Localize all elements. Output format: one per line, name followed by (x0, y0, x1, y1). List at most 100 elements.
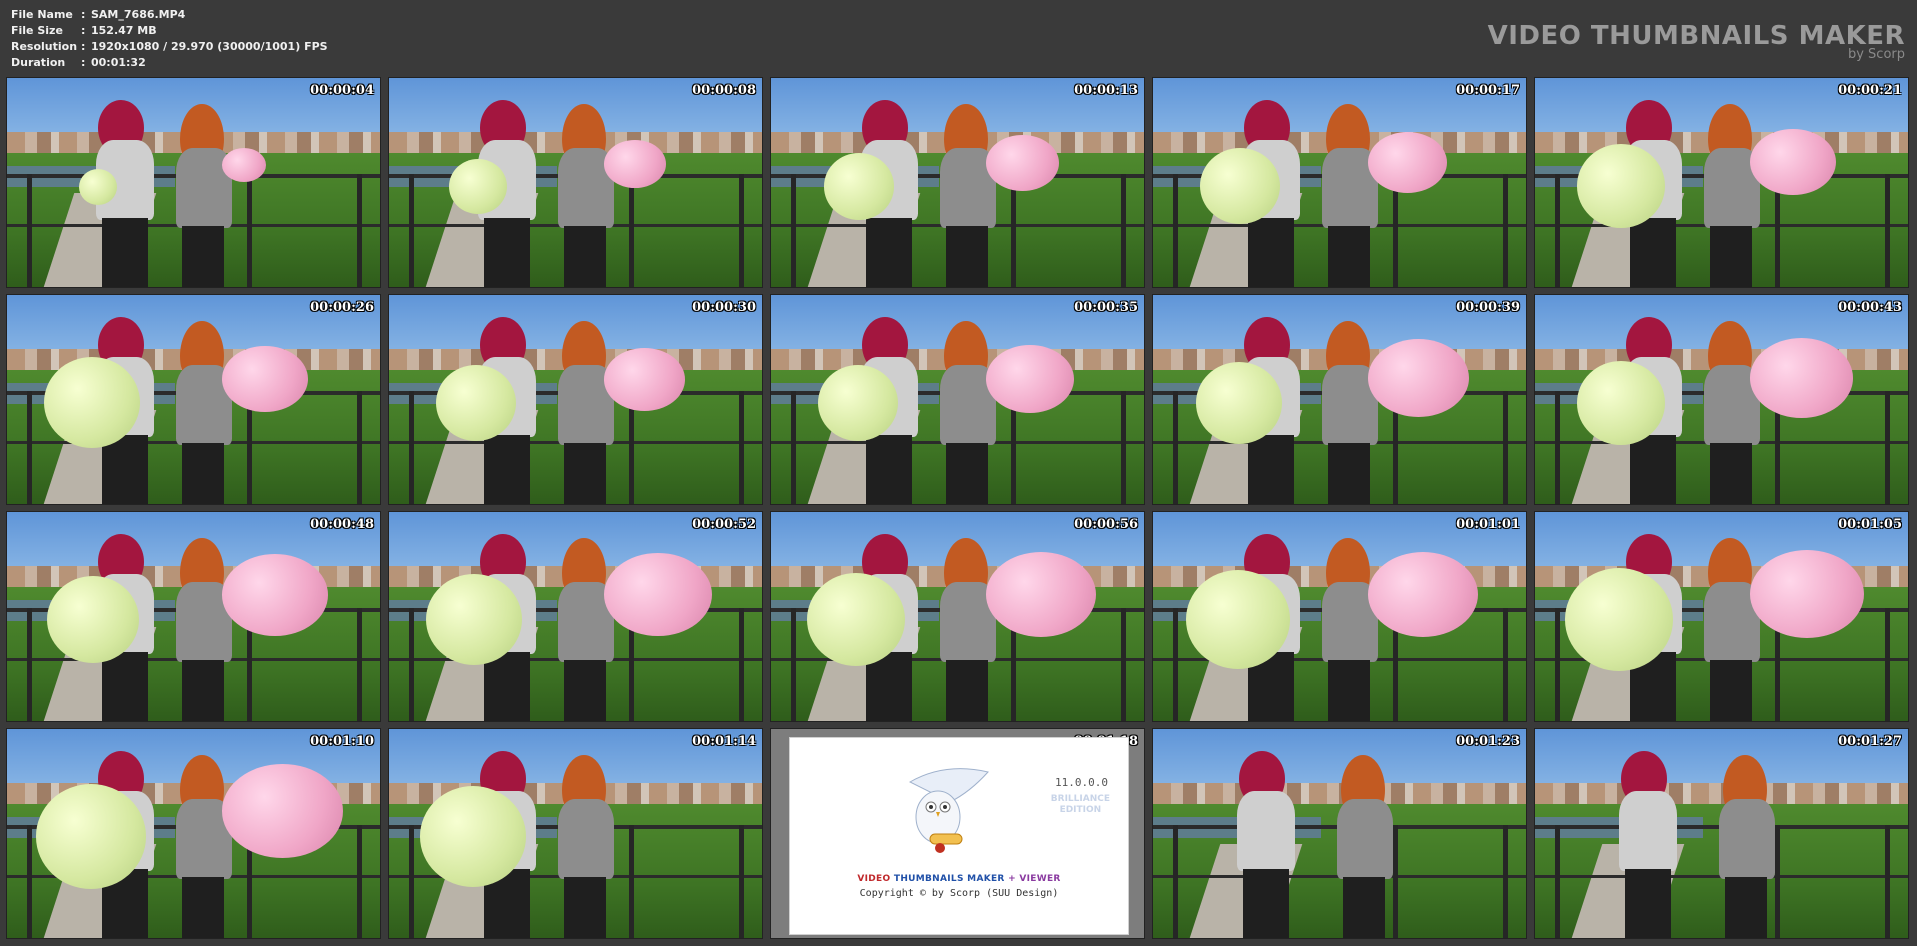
railing-post (1011, 608, 1016, 721)
city-skyline (1153, 783, 1526, 809)
railing-post (1173, 825, 1178, 938)
info-colon: : (81, 8, 86, 21)
pink-balloon (1368, 339, 1470, 418)
railing-post (791, 391, 796, 504)
legs (866, 435, 912, 504)
railing-post (357, 825, 362, 938)
thumbnail-frame[interactable]: 00:00:52 (388, 511, 763, 722)
yellow-balloon (79, 169, 118, 206)
timestamp: 00:01:14 (692, 734, 756, 749)
pink-balloon (604, 553, 712, 637)
pink-balloon (222, 764, 343, 858)
timestamp: 00:00:30 (692, 300, 756, 315)
about-splash: 11.0.0.0 BRILLIANCE EDITION VIDEO THUMBNAIL… (789, 737, 1129, 935)
thumbnail-frame[interactable]: 00:01:10 (6, 728, 381, 939)
pink-balloon (222, 148, 266, 182)
thumbnail-frame[interactable]: 00:00:48 (6, 511, 381, 722)
legs (946, 226, 988, 287)
railing-post (739, 174, 744, 287)
yellow-balloon (1565, 568, 1674, 671)
thumbnail-frame[interactable]: 00:00:17 (1152, 77, 1527, 288)
railing-post (629, 825, 634, 938)
thumbnail-frame[interactable]: 00:00:21 (1534, 77, 1909, 288)
yellow-balloon (1577, 361, 1666, 445)
city-skyline (1535, 783, 1908, 809)
legs (182, 660, 224, 721)
railing-post (1555, 174, 1560, 287)
legs (1630, 435, 1676, 504)
thumbnail-frame[interactable]: 00:00:43 (1534, 294, 1909, 505)
legs (1243, 869, 1289, 938)
thumbnail-frame[interactable]: 00:00:08 (388, 77, 763, 288)
railing-post (739, 391, 744, 504)
thumbnail-frame[interactable]: 00:00:30 (388, 294, 763, 505)
pink-balloon (1750, 338, 1854, 418)
legs (484, 435, 530, 504)
person-left (1619, 791, 1677, 871)
timestamp: 00:00:17 (1456, 83, 1520, 98)
thumbnail-frame[interactable]: 00:01:14 (388, 728, 763, 939)
brand-subtitle: by Scorp (1847, 47, 1905, 62)
thumbnail-frame[interactable]: 00:00:56 (770, 511, 1145, 722)
legs (1328, 660, 1370, 721)
thumbnail-frame[interactable]: 00:00:26 (6, 294, 381, 505)
railing-post (357, 174, 362, 287)
legs (1343, 877, 1385, 938)
person-right (1719, 799, 1775, 879)
railing-post (629, 391, 634, 504)
legs (182, 443, 224, 504)
pink-balloon (986, 135, 1059, 192)
timestamp: 00:01:10 (310, 734, 374, 749)
legs (1710, 443, 1752, 504)
legs (946, 443, 988, 504)
timestamp: 00:01:01 (1456, 517, 1520, 532)
file-info: File Name : SAM_7686.MP4 File Size : 152… (11, 7, 328, 71)
product-title: VIDEO THUMBNAILS MAKER + VIEWER (790, 874, 1128, 884)
timestamp: 00:00:56 (1074, 517, 1138, 532)
legs (1328, 226, 1370, 287)
railing-post (409, 825, 414, 938)
railing-post (1775, 825, 1780, 938)
thumbnail-frame[interactable]: 00:01:27 (1534, 728, 1909, 939)
railing-post (409, 391, 414, 504)
yellow-balloon (1200, 148, 1280, 224)
info-row-file-size: File Size : 152.47 MB (11, 23, 328, 39)
railing-post (1121, 174, 1126, 287)
timestamp: 00:01:27 (1838, 734, 1902, 749)
railing-post (1393, 825, 1398, 938)
railing-post (1885, 174, 1890, 287)
railing-post (1121, 608, 1126, 721)
pink-balloon (604, 140, 666, 188)
railing-post (739, 608, 744, 721)
yellow-balloon (420, 786, 527, 887)
thumbnail-frame[interactable]: 00:00:39 (1152, 294, 1527, 505)
legs (182, 877, 224, 938)
person-right (558, 799, 614, 879)
legs (564, 443, 606, 504)
railing-post (1555, 391, 1560, 504)
railing-post (247, 174, 252, 287)
info-key: Duration (11, 56, 66, 69)
pink-balloon (222, 554, 328, 636)
person-left (1237, 791, 1295, 871)
info-key: Resolution (11, 40, 78, 53)
railing-post (1885, 391, 1890, 504)
railing-post (1121, 391, 1126, 504)
thumbnail-frame[interactable]: 00:00:04 (6, 77, 381, 288)
railing-post (791, 174, 796, 287)
edition-line: BRILLIANCE (1050, 794, 1110, 804)
railing-post (27, 174, 32, 287)
thumbnail-frame[interactable]: 00:01:23 (1152, 728, 1527, 939)
info-colon: : (81, 40, 86, 53)
thumbnail-frame[interactable]: 00:00:35 (770, 294, 1145, 505)
thumbnail-frame[interactable]: 00:01:05 (1534, 511, 1909, 722)
railing-post (27, 608, 32, 721)
thumbnail-frame[interactable]: 00:00:13 (770, 77, 1145, 288)
legs (1625, 869, 1671, 938)
legs (102, 435, 148, 504)
railing-post (1393, 174, 1398, 287)
railing-post (1393, 391, 1398, 504)
thumbnail-frame[interactable]: 00:01:01 (1152, 511, 1527, 722)
legs (564, 226, 606, 287)
